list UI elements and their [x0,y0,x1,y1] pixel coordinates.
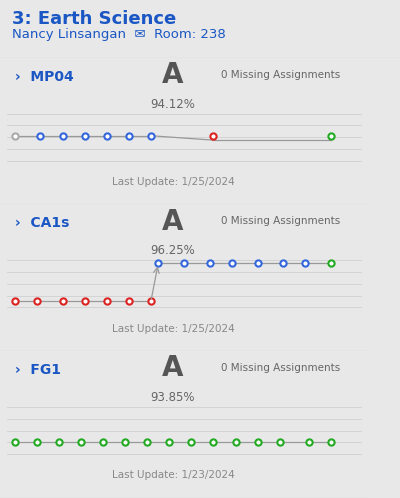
Text: 96.25%: 96.25% [150,244,195,257]
Text: A: A [162,354,184,382]
Text: 3: Earth Science: 3: Earth Science [12,10,176,28]
Text: 93.85%: 93.85% [151,391,195,404]
Text: ›  FG1: › FG1 [15,363,61,377]
Text: A: A [162,61,184,89]
Text: Last Update: 1/25/2024: Last Update: 1/25/2024 [112,177,234,187]
Text: 94.12%: 94.12% [150,98,195,111]
Text: 0 Missing Assignments: 0 Missing Assignments [221,70,340,80]
Text: Nancy Linsangan  ✉  Room: 238: Nancy Linsangan ✉ Room: 238 [12,28,226,41]
Text: A: A [162,208,184,236]
Text: 0 Missing Assignments: 0 Missing Assignments [221,363,340,373]
Text: Last Update: 1/23/2024: Last Update: 1/23/2024 [112,471,234,481]
Text: 0 Missing Assignments: 0 Missing Assignments [221,217,340,227]
Text: Last Update: 1/25/2024: Last Update: 1/25/2024 [112,324,234,334]
Text: ›  CA1s: › CA1s [15,217,69,231]
Text: ›  MP04: › MP04 [15,70,74,84]
